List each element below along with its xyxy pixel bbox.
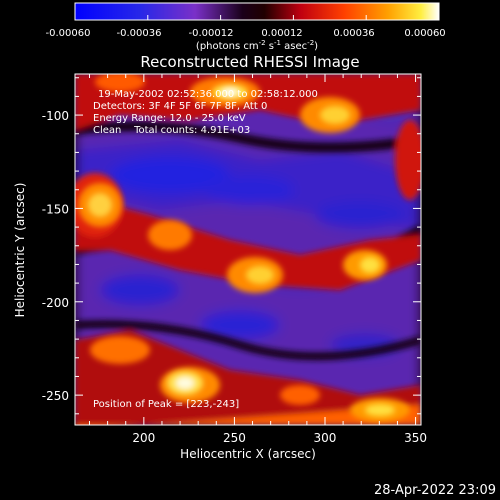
y-axis-ticks: -100 -150 -200 -250 <box>42 77 421 415</box>
emission-image <box>75 74 421 425</box>
colorbar-ticks <box>74 15 440 20</box>
plot-title: Reconstructed RHESSI Image <box>140 53 359 71</box>
colorbar-units: (photons cm-2 s-1 asec-2) <box>196 39 318 52</box>
info-line-counts: Clean Total counts: 4.91E+03 <box>93 125 250 136</box>
colorbar-tick-label: -0.00060 <box>46 28 91 39</box>
x-tick-label: 350 <box>404 431 427 445</box>
x-axis-ticks: 200 250 300 350 <box>88 74 427 445</box>
colorbar-tick-label: -0.00012 <box>189 28 234 39</box>
y-tick-label: -150 <box>42 202 69 216</box>
y-tick-label: -250 <box>42 389 69 403</box>
colorbar-tick-label: 0.00060 <box>404 28 445 39</box>
x-axis-label: Heliocentric X (arcsec) <box>180 447 316 461</box>
colorbar-tick-labels: -0.00060 -0.00036 -0.00012 0.00012 0.00036 0.… <box>46 28 446 39</box>
y-tick-label: -200 <box>42 296 69 310</box>
x-tick-label: 250 <box>223 431 246 445</box>
colorbar: -0.00060 -0.00036 -0.00012 0.00012 0.00036 0.… <box>46 2 446 52</box>
info-line-energy: Energy Range: 12.0 - 25.0 keV <box>93 113 246 124</box>
plot-frame <box>74 73 422 426</box>
colorbar-tick-label: 0.00036 <box>333 28 374 39</box>
info-line-time: 19-May-2002 02:52:36.000 to 02:58:12.000 <box>98 89 318 100</box>
x-tick-label: 200 <box>132 431 155 445</box>
colorbar-tick-label: 0.00012 <box>261 28 302 39</box>
x-tick-label: 300 <box>314 431 337 445</box>
colorbar-tick-label: -0.00036 <box>117 28 162 39</box>
timestamp: 28-Apr-2022 23:09 <box>374 483 496 498</box>
observation-info: 19-May-2002 02:52:36.000 to 02:58:12.000… <box>93 89 318 410</box>
y-axis-label: Heliocentric Y (arcsec) <box>13 183 27 318</box>
y-tick-label: -100 <box>42 109 69 123</box>
peak-position: Position of Peak = [223,-243] <box>93 399 239 410</box>
info-line-detectors: Detectors: 3F 4F 5F 6F 7F 8F, Att 0 <box>93 101 267 112</box>
colorbar-gradient <box>74 2 440 21</box>
